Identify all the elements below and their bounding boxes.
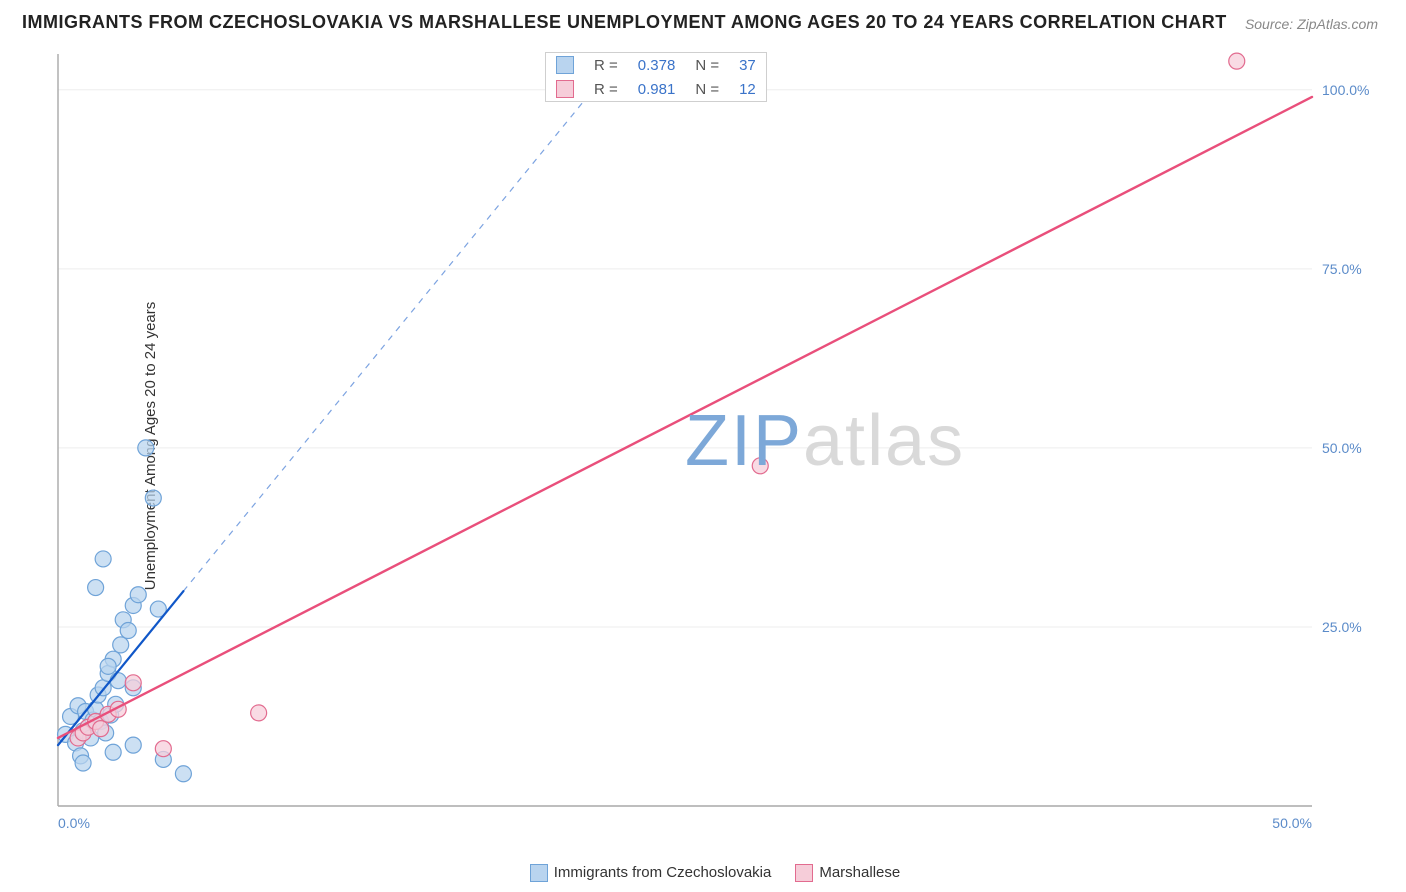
svg-text:100.0%: 100.0%: [1322, 82, 1369, 98]
legend-label: Marshallese: [819, 864, 900, 881]
legend-swatch: [556, 56, 574, 74]
chart-plot: 25.0% 50.0% 75.0% 100.0% 0.0% 50.0%: [50, 46, 1380, 840]
legend-swatch: [795, 864, 813, 882]
legend-r-label: R =: [584, 77, 628, 101]
correlation-row: R =0.378N =37: [546, 53, 766, 77]
chart-title: IMMIGRANTS FROM CZECHOSLOVAKIA VS MARSHA…: [22, 12, 1227, 33]
legend-label: Immigrants from Czechoslovakia: [554, 864, 772, 881]
correlation-legend: R =0.378N =37R =0.981N =12: [545, 52, 767, 102]
svg-text:50.0%: 50.0%: [1272, 815, 1312, 831]
legend-n-label: N =: [685, 53, 729, 77]
svg-text:25.0%: 25.0%: [1322, 619, 1362, 635]
legend-n-value: 37: [729, 53, 766, 77]
source-label: Source: ZipAtlas.com: [1245, 16, 1378, 32]
legend-n-value: 12: [729, 77, 766, 101]
legend-n-label: N =: [685, 77, 729, 101]
legend-r-value: 0.981: [628, 77, 686, 101]
correlation-table: R =0.378N =37R =0.981N =12: [546, 53, 766, 101]
svg-text:50.0%: 50.0%: [1322, 440, 1362, 456]
series-legend: Immigrants from Czechoslovakia Marshalles…: [0, 864, 1406, 882]
svg-text:75.0%: 75.0%: [1322, 261, 1362, 277]
correlation-row: R =0.981N =12: [546, 77, 766, 101]
legend-swatch: [530, 864, 548, 882]
legend-swatch: [556, 80, 574, 98]
svg-text:0.0%: 0.0%: [58, 815, 90, 831]
chart-svg: 25.0% 50.0% 75.0% 100.0% 0.0% 50.0%: [50, 46, 1380, 840]
legend-r-value: 0.378: [628, 53, 686, 77]
legend-r-label: R =: [584, 53, 628, 77]
